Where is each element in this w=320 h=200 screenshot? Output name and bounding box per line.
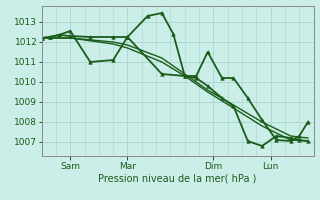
X-axis label: Pression niveau de la mer( hPa ): Pression niveau de la mer( hPa ) xyxy=(99,173,257,183)
